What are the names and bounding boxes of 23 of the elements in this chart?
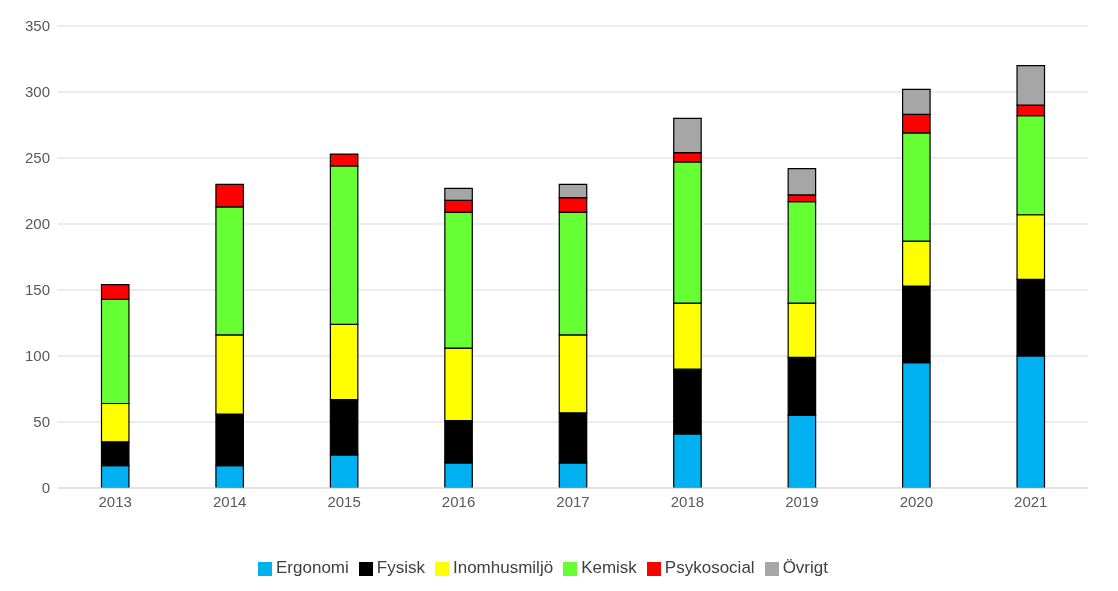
legend-label: Kemisk — [581, 558, 637, 577]
x-tick-label: 2015 — [327, 492, 361, 510]
y-tick-label: 150 — [24, 281, 50, 299]
y-tick-label: 50 — [33, 413, 50, 431]
y-tick-label: 300 — [24, 83, 50, 101]
legend-label: Inomhusmiljö — [452, 558, 554, 577]
x-tick-label: 2020 — [899, 492, 934, 510]
y-tick-label: 350 — [24, 17, 50, 35]
y-tick-label: 250 — [24, 149, 50, 167]
legend-label: Ergonomi — [276, 558, 349, 577]
x-tick-label: 2017 — [556, 492, 590, 510]
legend-label: Psykosocial — [664, 558, 755, 577]
legend-label: Fysisk — [376, 558, 425, 577]
x-tick-label: 2019 — [785, 492, 819, 510]
x-tick-label: 2021 — [1014, 492, 1048, 510]
x-tick-label: 2018 — [670, 492, 705, 510]
x-tick-label: 2014 — [212, 492, 247, 510]
y-tick-label: 200 — [24, 215, 50, 233]
y-tick-label: 0 — [41, 479, 50, 497]
legend-label: Övrigt — [782, 558, 828, 577]
y-tick-label: 100 — [24, 347, 50, 365]
x-tick-label: 2013 — [98, 492, 132, 510]
x-tick-label: 2016 — [441, 492, 476, 510]
